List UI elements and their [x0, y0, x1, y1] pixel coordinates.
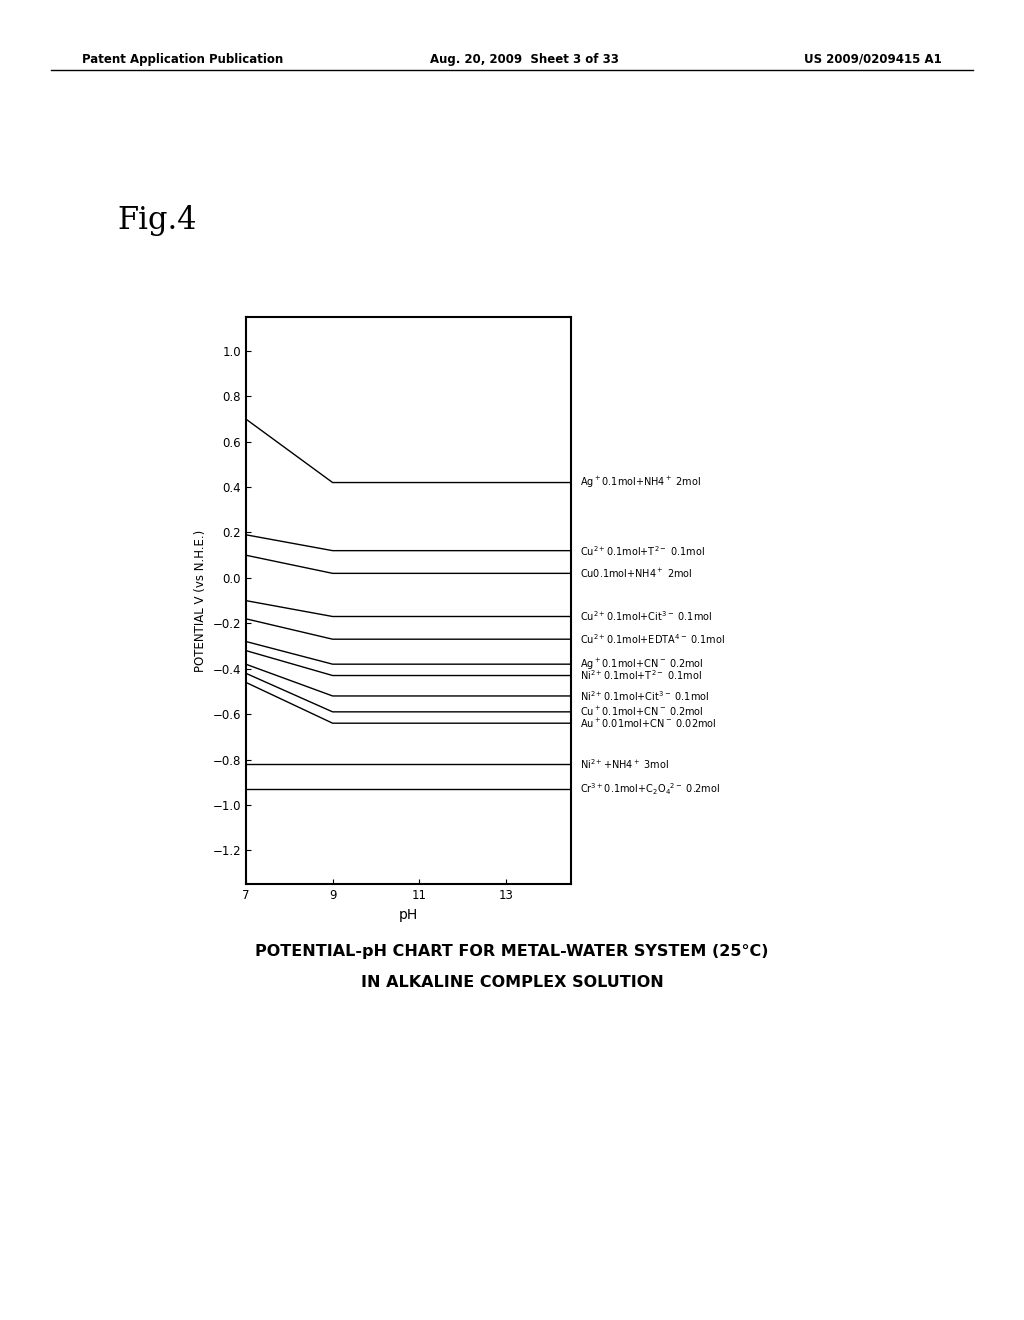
- Text: Fig.4: Fig.4: [118, 205, 198, 235]
- Text: Cu0.1mol+NH4$^+$ 2mol: Cu0.1mol+NH4$^+$ 2mol: [580, 566, 692, 579]
- Text: IN ALKALINE COMPLEX SOLUTION: IN ALKALINE COMPLEX SOLUTION: [360, 975, 664, 990]
- Text: Au$^+$0.01mol+CN$^-$ 0.02mol: Au$^+$0.01mol+CN$^-$ 0.02mol: [580, 717, 716, 730]
- Text: POTENTIAL-pH CHART FOR METAL-WATER SYSTEM (25°C): POTENTIAL-pH CHART FOR METAL-WATER SYSTE…: [255, 944, 769, 958]
- Text: Cr$^{3+}$0.1mol+C$_2$O$_4$$^{2-}$ 0.2mol: Cr$^{3+}$0.1mol+C$_2$O$_4$$^{2-}$ 0.2mol: [580, 781, 720, 797]
- Text: Cu$^{2+}$0.1mol+EDTA$^{4-}$ 0.1mol: Cu$^{2+}$0.1mol+EDTA$^{4-}$ 0.1mol: [580, 632, 725, 645]
- X-axis label: pH: pH: [399, 908, 418, 921]
- Text: Cu$^{2+}$0.1mol+T$^{2-}$ 0.1mol: Cu$^{2+}$0.1mol+T$^{2-}$ 0.1mol: [580, 544, 705, 557]
- Text: Aug. 20, 2009  Sheet 3 of 33: Aug. 20, 2009 Sheet 3 of 33: [430, 53, 618, 66]
- Text: Ag$^+$0.1mol+CN$^-$ 0.2mol: Ag$^+$0.1mol+CN$^-$ 0.2mol: [580, 656, 703, 672]
- Text: Ni$^{2+}$0.1mol+T$^{2-}$ 0.1mol: Ni$^{2+}$0.1mol+T$^{2-}$ 0.1mol: [580, 669, 701, 682]
- Text: US 2009/0209415 A1: US 2009/0209415 A1: [804, 53, 942, 66]
- Text: Ni$^{2+}$+NH4$^+$ 3mol: Ni$^{2+}$+NH4$^+$ 3mol: [580, 758, 669, 771]
- Text: Ni$^{2+}$0.1mol+Cit$^{3-}$ 0.1mol: Ni$^{2+}$0.1mol+Cit$^{3-}$ 0.1mol: [580, 689, 709, 702]
- Text: Cu$^{2+}$0.1mol+Cit$^{3-}$ 0.1mol: Cu$^{2+}$0.1mol+Cit$^{3-}$ 0.1mol: [580, 610, 712, 623]
- Text: Ag$^+$0.1mol+NH4$^+$ 2mol: Ag$^+$0.1mol+NH4$^+$ 2mol: [580, 475, 700, 490]
- Text: Cu$^+$0.1mol+CN$^-$ 0.2mol: Cu$^+$0.1mol+CN$^-$ 0.2mol: [580, 705, 703, 718]
- Y-axis label: POTENTIAL V (vs N.H.E.): POTENTIAL V (vs N.H.E.): [194, 529, 207, 672]
- Text: Patent Application Publication: Patent Application Publication: [82, 53, 284, 66]
